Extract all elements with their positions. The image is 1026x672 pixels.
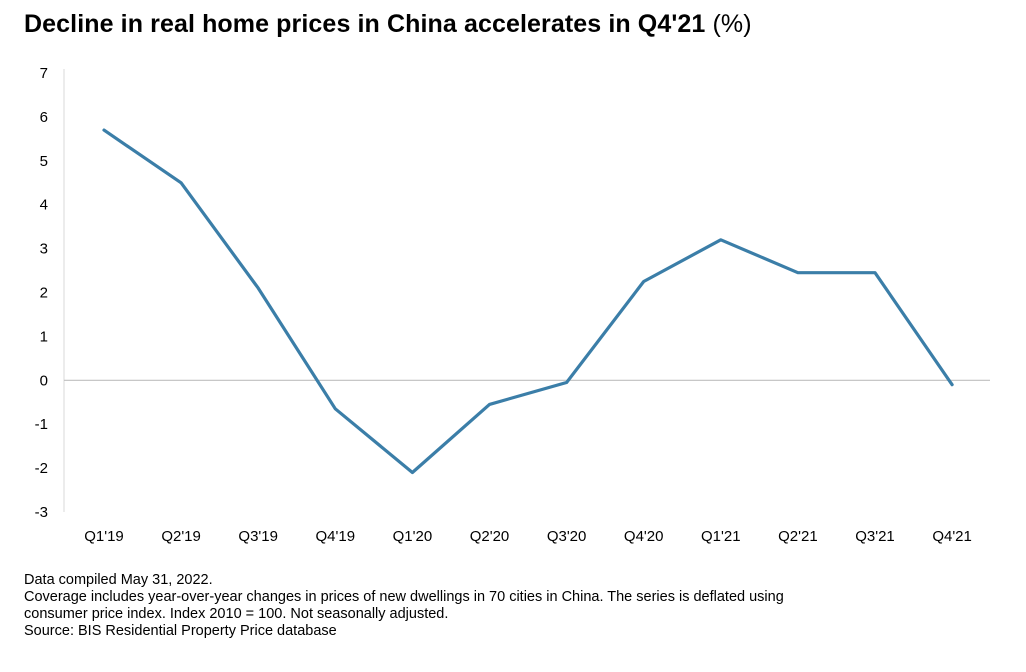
x-tick-label: Q2'19 [161, 528, 201, 545]
y-tick-label: 1 [40, 328, 48, 345]
x-tick-label: Q3'19 [238, 528, 278, 545]
chart-title-main: Decline in real home prices in China acc… [24, 10, 706, 38]
x-tick-label: Q4'20 [624, 528, 664, 545]
series-line [102, 128, 954, 475]
series-layer [102, 128, 954, 475]
x-tick-label: Q3'20 [547, 528, 587, 545]
y-tick-label: -1 [35, 416, 48, 433]
y-tick-label: 3 [40, 241, 48, 258]
x-tick-label: Q4'21 [932, 528, 972, 545]
y-tick-label: 2 [40, 285, 48, 302]
x-tick-label: Q1'19 [84, 528, 124, 545]
y-tick-label: 5 [40, 153, 48, 170]
x-tick-label: Q1'20 [393, 528, 433, 545]
coverage-note-line-2: consumer price index. Index 2010 = 100. … [24, 606, 449, 622]
y-tick-label: -3 [35, 504, 48, 521]
chart-notes: Data compiled May 31, 2022. Coverage inc… [24, 572, 1004, 640]
x-tick-label: Q1'21 [701, 528, 741, 545]
y-tick-label: -2 [35, 460, 48, 477]
data-compiled-note: Data compiled May 31, 2022. [24, 572, 213, 588]
y-tick-label: 0 [40, 372, 48, 389]
chart-title: Decline in real home prices in China acc… [24, 10, 752, 39]
y-tick-label: 7 [40, 65, 48, 82]
x-tick-label: Q2'21 [778, 528, 818, 545]
y-tick-label: 6 [40, 109, 48, 126]
x-tick-label: Q3'21 [855, 528, 895, 545]
chart-title-unit: (%) [712, 10, 752, 38]
y-axis: -3 -2 -1 0 1 2 3 4 5 6 7 [35, 65, 65, 521]
x-tick-label: Q4'19 [316, 528, 356, 545]
x-axis: Q1'19 Q2'19 Q3'19 Q4'19 Q1'20 Q2'20 Q3'20 Q4'20… [84, 528, 972, 545]
source-note: Source: BIS Residential Property Price d… [24, 623, 337, 639]
line-chart: -3 -2 -1 0 1 2 3 4 5 6 7 Q1'19 Q2'19 Q3'19 Q4'19 Q1'20… [35, 65, 990, 545]
y-tick-label: 4 [40, 197, 48, 214]
coverage-note-line-1: Coverage includes year-over-year changes… [24, 589, 784, 605]
x-tick-label: Q2'20 [470, 528, 510, 545]
